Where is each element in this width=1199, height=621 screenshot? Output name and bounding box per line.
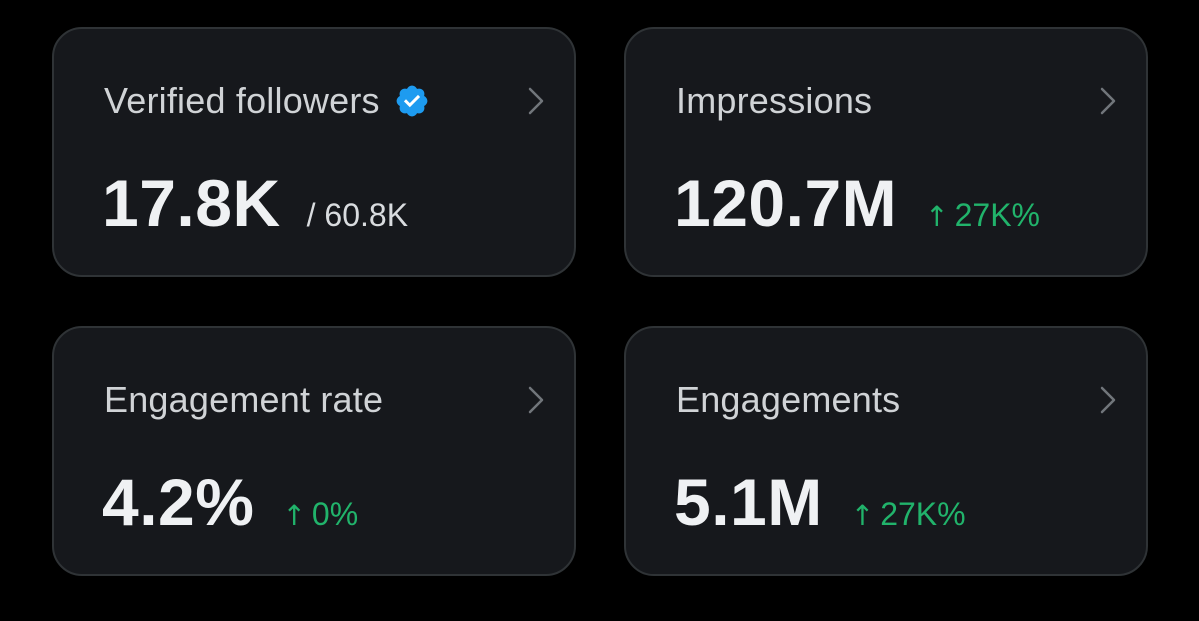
card-value-row: 4.2% ↑ 0%	[102, 462, 358, 542]
engagements-card[interactable]: Engagements 5.1M ↑ 27K%	[624, 326, 1148, 576]
metric-delta-value: 27K%	[880, 496, 966, 532]
metric-delta-value: 27K%	[954, 197, 1040, 233]
engagement-rate-card[interactable]: Engagement rate 4.2% ↑ 0%	[52, 326, 576, 576]
card-title-row: Engagement rate	[104, 378, 383, 422]
card-title-row: Engagements	[676, 378, 900, 422]
card-title: Verified followers	[104, 80, 380, 121]
metric-delta: ↑ 27K%	[925, 197, 1040, 234]
chevron-right-icon[interactable]	[524, 382, 548, 418]
metric-delta-value: 0%	[311, 496, 359, 532]
verified-followers-card[interactable]: Verified followers 17.8K / 60.8K	[52, 27, 576, 277]
card-value-row: 17.8K / 60.8K	[102, 163, 408, 243]
card-title-row: Verified followers	[104, 79, 430, 123]
arrow-up-icon: ↑	[925, 200, 949, 233]
chevron-right-icon[interactable]	[1096, 382, 1120, 418]
metric-value: 4.2%	[102, 465, 255, 539]
arrow-up-icon: ↑	[850, 499, 875, 532]
card-value-row: 5.1M ↑ 27K%	[674, 462, 966, 542]
card-title: Engagements	[676, 379, 901, 420]
metric-value: 17.8K	[102, 166, 281, 240]
card-title: Engagement rate	[104, 379, 384, 420]
arrow-up-icon: ↑	[282, 499, 306, 532]
card-title: Impressions	[676, 80, 873, 121]
metric-delta: ↑ 27K%	[851, 496, 966, 533]
impressions-card[interactable]: Impressions 120.7M ↑ 27K%	[624, 27, 1148, 277]
card-value-row: 120.7M ↑ 27K%	[674, 163, 1040, 243]
chevron-right-icon[interactable]	[1096, 83, 1120, 119]
card-title-row: Impressions	[676, 79, 872, 123]
chevron-right-icon[interactable]	[524, 83, 548, 119]
verified-badge-icon	[394, 83, 430, 119]
metric-delta: ↑ 0%	[282, 496, 358, 533]
metric-total: / 60.8K	[306, 197, 409, 233]
metric-value: 5.1M	[674, 465, 823, 539]
metric-value: 120.7M	[674, 166, 898, 240]
